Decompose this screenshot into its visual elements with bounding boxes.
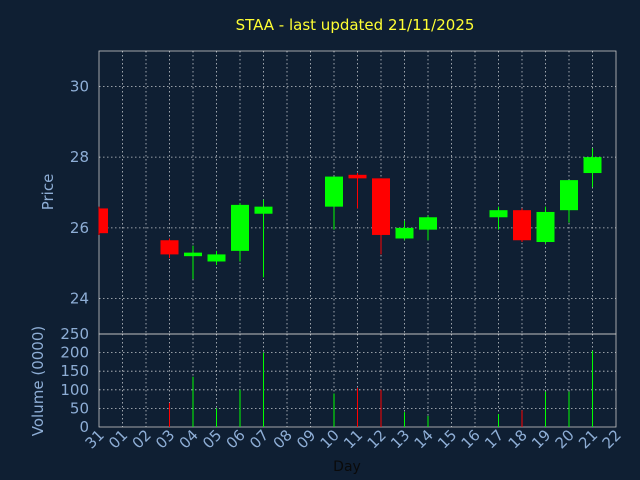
x-tick-label: 04: [176, 426, 202, 452]
volume-tick-label: 150: [60, 362, 89, 380]
volume-tick-label: 250: [60, 325, 89, 343]
x-tick-label: 08: [270, 426, 296, 452]
volume-tick-label: 100: [60, 381, 89, 399]
candle-body: [207, 254, 226, 262]
x-tick-label: 06: [223, 426, 249, 452]
x-tick-label: 20: [552, 426, 578, 452]
x-tick-label: 02: [129, 426, 155, 452]
candle-body: [513, 210, 531, 241]
candle-body: [99, 208, 108, 234]
x-tick-label: 18: [505, 426, 531, 452]
x-tick-label: 01: [105, 426, 131, 452]
volume-tick-label: 50: [70, 399, 89, 417]
x-axis: 3101020304050607080910111213141516171819…: [82, 426, 625, 452]
x-axis-label: Day: [333, 459, 361, 475]
candle-body: [372, 178, 390, 235]
x-tick-label: 05: [199, 426, 225, 452]
x-tick-label: 19: [528, 426, 554, 452]
x-tick-label: 16: [458, 426, 484, 452]
x-tick-label: 21: [575, 426, 601, 452]
candle-body: [184, 252, 202, 257]
price-tick-label: 28: [70, 148, 89, 166]
candle-body: [325, 176, 343, 207]
x-tick-label: 07: [246, 426, 272, 452]
x-tick-label: 03: [152, 426, 178, 452]
candle-body: [536, 211, 555, 243]
x-tick-label: 15: [434, 426, 460, 452]
x-tick-label: 17: [481, 426, 507, 452]
x-tick-label: 12: [364, 426, 390, 452]
x-tick-label: 11: [340, 426, 366, 452]
candle-body: [419, 217, 437, 230]
volume-tick-label: 200: [60, 344, 89, 362]
x-tick-label: 14: [411, 426, 437, 452]
candle-body: [231, 204, 249, 251]
price-tick-label: 26: [70, 219, 89, 237]
volume-axis-label: Volume (0000): [29, 326, 47, 436]
candle-body: [348, 174, 367, 179]
x-tick-label: 10: [317, 426, 343, 452]
price-panel: 24 26 28 30: [70, 50, 617, 335]
price-axis-label: Price: [39, 174, 57, 211]
candle-body: [395, 227, 414, 239]
candle-body: [160, 240, 179, 255]
price-tick-label: 24: [70, 290, 89, 308]
candle-body: [560, 180, 578, 211]
x-tick-label: 13: [387, 426, 413, 452]
candle-body: [583, 157, 602, 174]
candle-body: [254, 206, 273, 214]
volume-tick-label: 0: [79, 418, 89, 436]
price-tick-label: 30: [70, 77, 89, 95]
chart-title: STAA - last updated 21/11/2025: [236, 16, 475, 34]
x-tick-label: 09: [293, 426, 319, 452]
x-tick-label: 22: [599, 426, 625, 452]
candle-body: [489, 210, 508, 218]
